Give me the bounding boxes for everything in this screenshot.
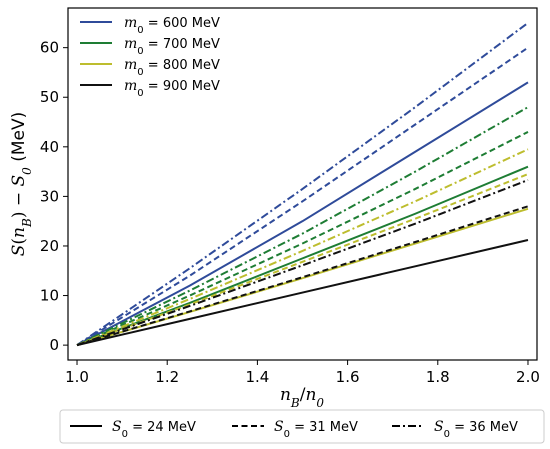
- legend-s0-frame: [59, 409, 545, 444]
- x-tick-label: 2.0: [516, 368, 540, 386]
- y-tick-label: 30: [40, 187, 59, 205]
- x-tick-label: 1.6: [336, 368, 360, 386]
- legend-mass-label: m0 = 700 MeV: [124, 36, 220, 57]
- x-tick-label: 1.2: [155, 368, 179, 386]
- y-tick-label: 40: [40, 138, 59, 156]
- legend-s0-label: S0 = 36 MeV: [434, 419, 518, 440]
- legend-mass-label: m0 = 800 MeV: [124, 57, 220, 78]
- legend-s0-label: S0 = 31 MeV: [274, 419, 358, 440]
- x-tick-label: 1.4: [245, 368, 269, 386]
- series-line-m800-s36: [76, 148, 529, 347]
- x-tick-label: 1.0: [65, 368, 89, 386]
- series-line-m700-s31: [76, 131, 529, 347]
- series-line-m600-s31: [76, 46, 529, 346]
- x-axis-label: nB/n0: [280, 385, 324, 410]
- legend-mass-label: m0 = 600 MeV: [124, 15, 220, 36]
- series-line-m600-s24: [76, 81, 529, 347]
- y-tick-label: 20: [40, 237, 59, 255]
- y-axis: 0 10 20 30 40 50 60: [40, 39, 68, 354]
- x-tick-label: 1.8: [426, 368, 450, 386]
- series-line-m600-s36: [76, 22, 529, 346]
- series-line-m900-s24: [76, 239, 529, 347]
- legend-s0-label: S0 = 24 MeV: [112, 419, 196, 440]
- y-axis-label: S(nB) − S0 (MeV): [9, 112, 34, 257]
- y-tick-label: 50: [40, 88, 59, 106]
- y-tick-label: 60: [40, 39, 59, 57]
- series-line-m700-s36: [76, 106, 529, 347]
- legend-mass-label: m0 = 900 MeV: [124, 78, 220, 99]
- series-layer: [76, 22, 529, 347]
- y-tick-label: 10: [40, 287, 59, 305]
- series-line-m800-s31: [76, 173, 529, 347]
- series-line-m900-s31: [76, 205, 529, 347]
- y-tick-label: 0: [49, 336, 59, 354]
- plot-frame: [67, 7, 538, 361]
- x-axis: 1.0 1.2 1.4 1.6 1.8 2.0: [65, 360, 540, 386]
- legend-s0: S0 = 24 MeV S0 = 31 MeV S0 = 36 MeV: [59, 409, 545, 444]
